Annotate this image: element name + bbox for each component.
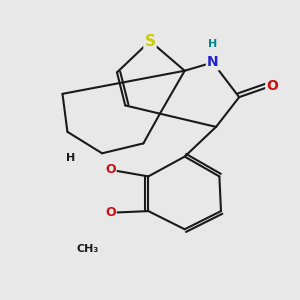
Text: H: H (66, 153, 75, 163)
Text: O: O (105, 206, 116, 219)
Text: O: O (105, 163, 116, 176)
Text: O: O (266, 79, 278, 93)
Text: CH₃: CH₃ (76, 244, 98, 254)
Text: H: H (208, 39, 218, 49)
Text: N: N (207, 56, 219, 70)
Text: S: S (145, 34, 155, 49)
